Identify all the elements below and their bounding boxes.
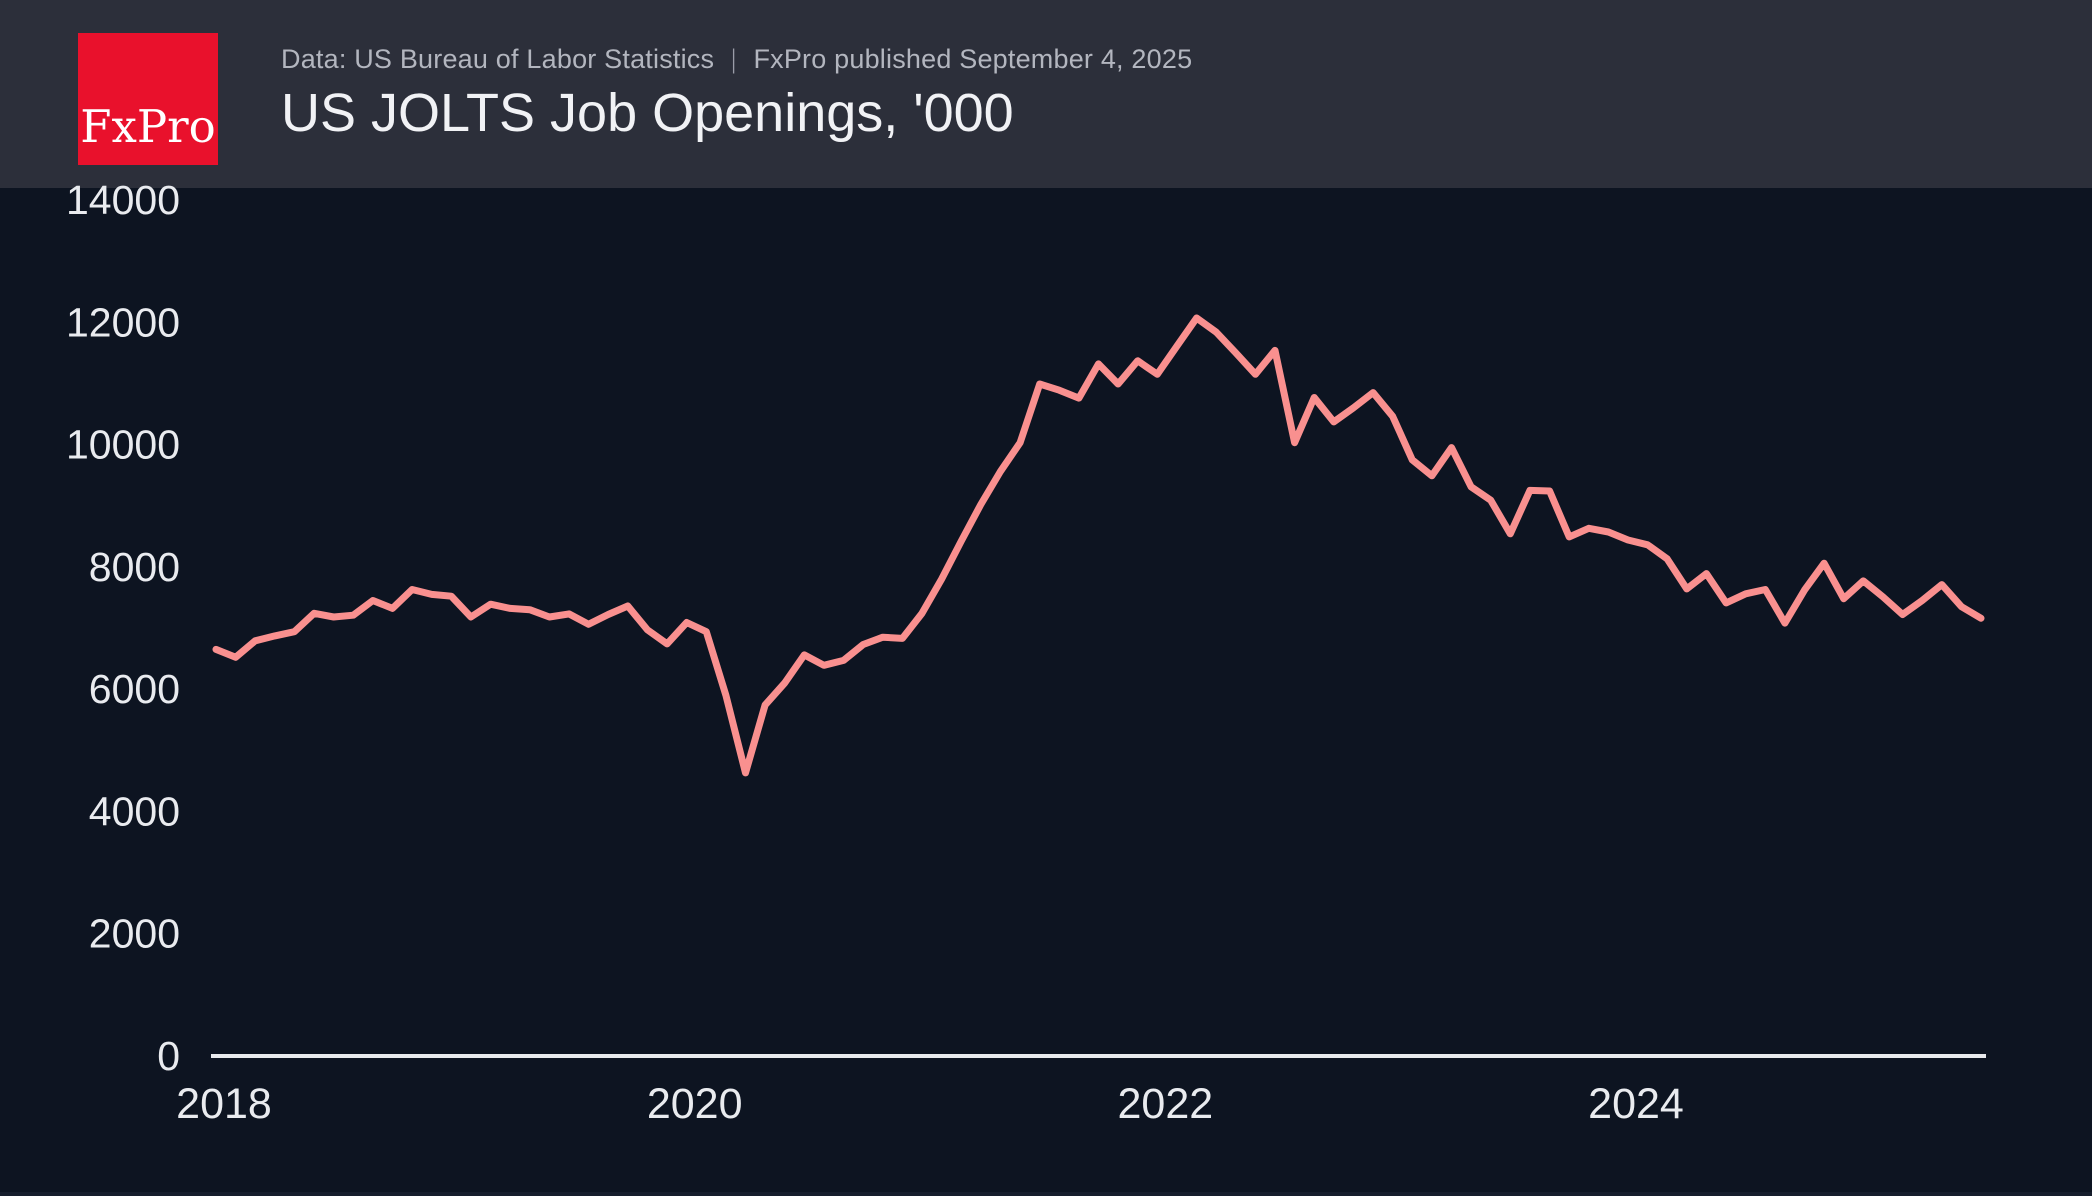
x-tick-label: 2022 — [1117, 1080, 1213, 1128]
fxpro-logo: FxPro — [78, 33, 218, 165]
chart-source-line: Data: US Bureau of Labor Statistics | FxPr… — [281, 44, 1192, 74]
footer-strip — [0, 1192, 2092, 1196]
y-tick-label: 2000 — [89, 911, 180, 957]
header-text-block: Data: US Bureau of Labor Statistics | FxPr… — [281, 44, 1192, 142]
header-bar: FxPro Data: US Bureau of Labor Statistic… — [0, 0, 2092, 188]
note-divider: | — [731, 44, 736, 74]
y-tick-label: 8000 — [89, 544, 180, 590]
x-tick-label: 2018 — [176, 1080, 272, 1128]
y-tick-label: 6000 — [89, 666, 180, 712]
data-source-note: Data: US Bureau of Labor Statistics — [281, 44, 715, 74]
y-axis-tick-labels: 0 2000 4000 6000 8000 10000 12000 14000 — [66, 177, 180, 1079]
x-axis-tick-labels: 2018 2020 2022 2024 — [176, 1080, 1684, 1128]
page-title: US JOLTS Job Openings, '000 — [281, 83, 1014, 143]
x-tick-label: 2024 — [1588, 1080, 1684, 1128]
x-tick-label: 2020 — [647, 1080, 743, 1128]
jolts-series-line — [212, 314, 1985, 777]
y-tick-label: 14000 — [66, 177, 180, 223]
fxpro-logo-text: FxPro — [80, 100, 216, 153]
y-tick-label: 4000 — [89, 788, 180, 834]
y-tick-label: 12000 — [66, 299, 180, 345]
y-tick-label: 0 — [157, 1033, 180, 1079]
y-tick-label: 10000 — [66, 422, 180, 468]
published-note: FxPro published September 4, 2025 — [753, 44, 1193, 74]
